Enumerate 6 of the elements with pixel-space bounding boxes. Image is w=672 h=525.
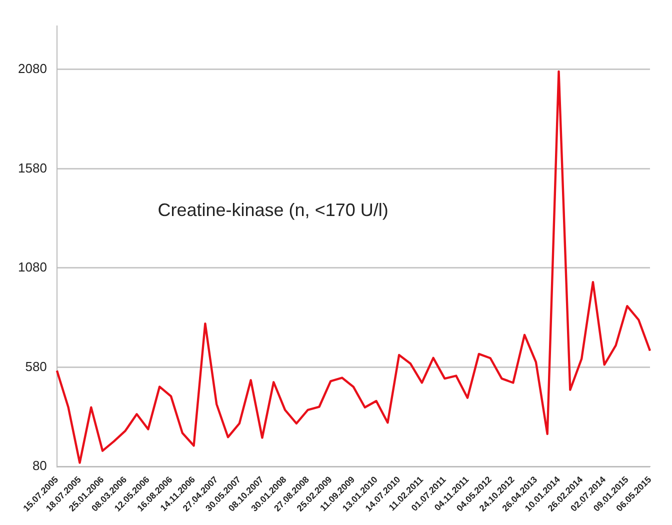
y-tick-label: 1580 [18, 160, 47, 176]
annotation: Creatine-kinase (n, <170 U/l) [158, 200, 388, 220]
y-tick-label: 1080 [18, 260, 47, 275]
y-tick-label: 2080 [18, 61, 47, 76]
y-tick-label: 580 [25, 358, 47, 374]
y-tick-label: 80 [32, 458, 47, 474]
